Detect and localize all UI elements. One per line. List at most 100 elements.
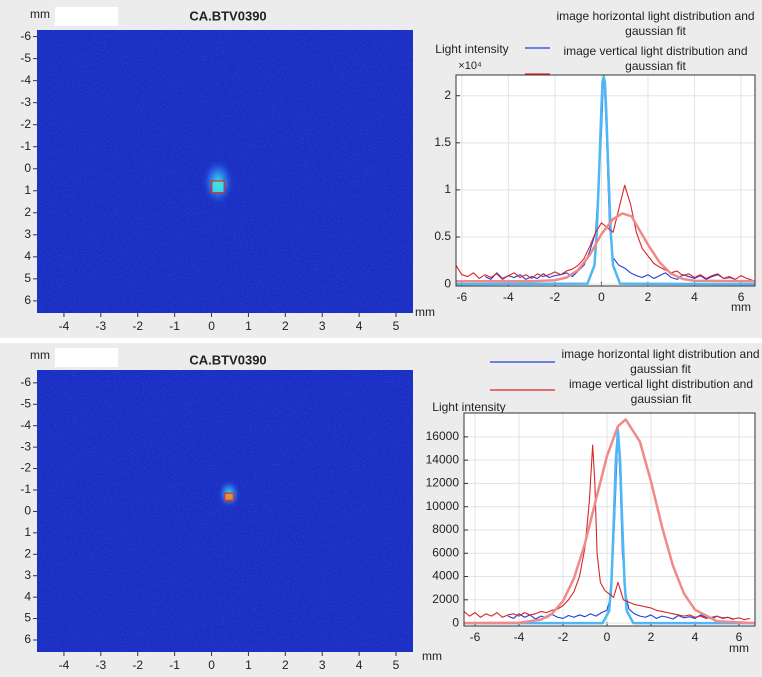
data-line	[456, 184, 753, 281]
y-tick-label: 0	[452, 615, 459, 629]
fit-line	[464, 418, 755, 625]
plot-frame	[455, 74, 756, 287]
x-tick-label: 2	[282, 658, 289, 672]
y-tick-label: -6	[20, 375, 31, 389]
x-tick-label: 3	[319, 658, 326, 672]
y-tick-label: -3	[20, 95, 31, 109]
x-tick-label: -4	[514, 630, 525, 644]
y-tick-label: 0.5	[434, 229, 451, 243]
x-tick-label: -2	[550, 290, 561, 304]
legend-label: image horizontal light distribution and …	[561, 347, 760, 376]
legend-label: image vertical light distribution and ga…	[568, 377, 754, 406]
y-tick-label: 2	[24, 546, 31, 560]
x-tick-label: 4	[356, 658, 363, 672]
x-tick-label: 2	[645, 290, 652, 304]
fit-line	[456, 212, 755, 283]
x-tick-label: 0	[208, 319, 215, 333]
y-axis-label: Light intensity	[435, 42, 508, 56]
x-tick-label: -1	[169, 319, 180, 333]
image-noise	[37, 370, 413, 652]
x-tick-label: 0	[208, 658, 215, 672]
y-tick-label: 3	[24, 568, 31, 582]
y-tick-label: 6	[24, 293, 31, 307]
x-tick-label: 5	[393, 319, 400, 333]
x-tick-label: 4	[691, 290, 698, 304]
chart-title: CA.BTV0390	[189, 8, 266, 23]
x-axis-label: mm	[415, 305, 435, 319]
x-axis-label: mm	[729, 641, 749, 655]
x-tick-label: 0	[604, 630, 611, 644]
legend-label: image vertical light distribution and ga…	[563, 44, 748, 73]
x-tick-label: -6	[470, 630, 481, 644]
y-multiplier: ×10⁴	[458, 60, 482, 72]
x-tick-label: 1	[245, 658, 252, 672]
y-tick-label: 0	[24, 504, 31, 518]
x-tick-label: 3	[319, 319, 326, 333]
y-tick-label: -2	[20, 117, 31, 131]
blank-box	[55, 7, 118, 26]
y-tick-label: -5	[20, 396, 31, 410]
roi-box	[210, 180, 226, 194]
y-tick-label: 5	[24, 611, 31, 625]
x-tick-label: 6	[736, 630, 743, 644]
y-tick-label: 6000	[432, 545, 459, 559]
x-tick-label: -2	[558, 630, 569, 644]
y-tick-label: -2	[20, 461, 31, 475]
x-tick-label: -6	[456, 290, 467, 304]
y-tick-label: 0	[444, 276, 451, 290]
x-tick-label: 4	[356, 319, 363, 333]
x-tick-label: -4	[503, 290, 514, 304]
x-tick-label: -3	[95, 319, 106, 333]
y-tick-label: 2000	[432, 592, 459, 606]
y-tick-label: 5	[24, 271, 31, 285]
y-axis-label: Light intensity	[432, 400, 505, 414]
y-tick-label: 8000	[432, 522, 459, 536]
y-tick-label: -5	[20, 51, 31, 65]
x-tick-label: 2	[648, 630, 655, 644]
beam-halo	[217, 478, 242, 509]
y-tick-label: 1	[24, 183, 31, 197]
x-tick-label: -2	[132, 319, 143, 333]
blank-box	[55, 348, 118, 367]
x-tick-label: -3	[95, 658, 106, 672]
beam-core	[212, 181, 224, 192]
x-axis-label: mm	[731, 300, 751, 314]
y-tick-label: 1	[444, 182, 451, 196]
y-tick-label: 10000	[426, 499, 460, 513]
y-tick-label: -4	[20, 418, 31, 432]
y-tick-label: -6	[20, 29, 31, 43]
data-line	[464, 444, 751, 621]
fit-line	[456, 75, 755, 286]
y-tick-label: 14000	[426, 452, 460, 466]
y-tick-label: 2	[24, 205, 31, 219]
y-tick-label: 4000	[432, 569, 459, 583]
y-tick-label: 3	[24, 227, 31, 241]
y-tick-label: 1.5	[434, 135, 451, 149]
beam-core	[225, 494, 233, 500]
y-axis-label: mm	[30, 7, 50, 21]
x-tick-label: -4	[59, 658, 70, 672]
y-tick-label: 0	[24, 161, 31, 175]
x-tick-label: -2	[132, 658, 143, 672]
plot-frame	[463, 412, 756, 627]
x-tick-label: 2	[282, 319, 289, 333]
y-tick-label: 2	[444, 88, 451, 102]
x-tick-label: 6	[738, 290, 745, 304]
x-tick-label: -4	[59, 319, 70, 333]
y-tick-label: 4	[24, 589, 31, 603]
x-tick-label: 5	[393, 658, 400, 672]
y-tick-label: 12000	[426, 476, 460, 490]
y-tick-label: 4	[24, 249, 31, 263]
roi-box	[223, 492, 235, 502]
legend-label: image horizontal light distribution and …	[556, 9, 755, 38]
y-tick-label: -3	[20, 439, 31, 453]
fit-line	[464, 429, 755, 625]
y-tick-label: 6	[24, 632, 31, 646]
y-tick-label: 1	[24, 525, 31, 539]
y-tick-label: 16000	[426, 429, 460, 443]
x-tick-label: 0	[598, 290, 605, 304]
x-tick-label: -1	[169, 658, 180, 672]
y-tick-label: -1	[20, 482, 31, 496]
